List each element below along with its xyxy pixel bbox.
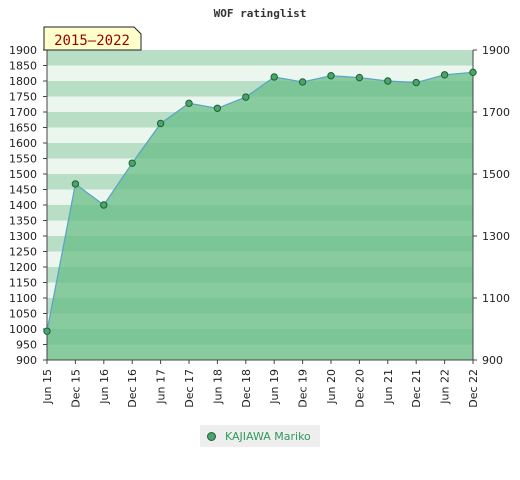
y-tick-label-right: 900 bbox=[482, 354, 503, 367]
background-band bbox=[47, 65, 473, 81]
y-tick-label-left: 1850 bbox=[9, 60, 37, 73]
x-tick-label: Jun 22 bbox=[439, 369, 452, 405]
data-point bbox=[213, 104, 222, 112]
area-stripe bbox=[47, 344, 473, 360]
y-tick-label-left: 1500 bbox=[9, 168, 37, 181]
x-tick-label: Jun 17 bbox=[155, 369, 168, 405]
x-tick-label: Jun 21 bbox=[382, 369, 395, 405]
y-tick-label-left: 1450 bbox=[9, 184, 37, 197]
y-tick-label-left: 1400 bbox=[9, 199, 37, 212]
area-stripe bbox=[47, 251, 473, 267]
x-tick-label: Dec 22 bbox=[467, 369, 480, 408]
x-tick-label: Dec 17 bbox=[183, 369, 196, 408]
y-axis-right: 900 1100 1300 1500 1700 1900 bbox=[472, 44, 510, 367]
x-tick-label: Jun 19 bbox=[268, 369, 281, 405]
x-tick-label: Dec 21 bbox=[410, 369, 423, 408]
data-point bbox=[355, 73, 364, 82]
period-badge: 2015–2022 bbox=[43, 26, 142, 51]
y-tick-label-left: 1200 bbox=[9, 261, 37, 274]
data-point bbox=[412, 78, 420, 87]
y-tick-label-left: 1050 bbox=[9, 308, 37, 321]
data-point bbox=[440, 71, 449, 79]
data-point bbox=[384, 77, 392, 85]
y-tick-label-left: 1300 bbox=[9, 230, 37, 243]
rating-line bbox=[46, 71, 474, 332]
period-badge-text: 2015–2022 bbox=[54, 33, 130, 49]
data-point bbox=[156, 119, 165, 128]
x-tick-label: Jun 18 bbox=[211, 369, 224, 405]
x-tick-label: Jun 16 bbox=[98, 369, 111, 405]
y-tick-label-left: 1800 bbox=[9, 75, 37, 88]
data-point bbox=[128, 159, 136, 167]
x-tick-label: Jun 15 bbox=[41, 369, 54, 405]
y-tick-label-left: 900 bbox=[16, 354, 37, 367]
y-tick-label-left: 1750 bbox=[9, 91, 37, 104]
legend-marker-icon bbox=[207, 431, 216, 441]
data-point bbox=[469, 68, 477, 77]
data-point bbox=[270, 73, 278, 81]
y-tick-label-left: 950 bbox=[16, 339, 37, 352]
x-tick-label: Dec 18 bbox=[240, 369, 253, 408]
y-tick-label-left: 1250 bbox=[9, 246, 37, 259]
data-point bbox=[242, 93, 250, 101]
y-tick-label-right: 1100 bbox=[482, 292, 510, 305]
area-stripe bbox=[47, 158, 473, 174]
x-axis: Jun 15 Dec 15 Jun 16 Dec 16 Jun 17 Dec 17 Jun … bbox=[41, 359, 480, 408]
data-point bbox=[298, 78, 307, 86]
area-stripe bbox=[47, 220, 473, 236]
y-tick-label-right: 1300 bbox=[482, 230, 510, 243]
data-points bbox=[43, 68, 477, 335]
x-tick-label: Dec 20 bbox=[353, 369, 366, 408]
rating-area bbox=[47, 72, 473, 360]
y-tick-label-right: 1500 bbox=[482, 168, 510, 181]
y-axis-left: 900 950 1000 1050 1100 1150 1200 1250 1300 1350 14… bbox=[9, 44, 48, 367]
data-point bbox=[71, 180, 80, 188]
data-point bbox=[43, 327, 51, 335]
y-tick-label-left: 1150 bbox=[9, 277, 37, 290]
data-point bbox=[327, 72, 335, 80]
y-tick-label-left: 1350 bbox=[9, 215, 37, 228]
y-tick-label-left: 1650 bbox=[9, 122, 37, 135]
y-tick-label-left: 1000 bbox=[9, 323, 37, 336]
x-tick-label: Dec 15 bbox=[69, 369, 82, 408]
y-tick-label-left: 1550 bbox=[9, 153, 37, 166]
legend: KAJIAWA Mariko bbox=[200, 425, 320, 447]
y-tick-label-left: 1700 bbox=[9, 106, 37, 119]
y-tick-label-right: 1700 bbox=[482, 106, 510, 119]
data-point bbox=[185, 99, 193, 108]
y-tick-label-left: 1600 bbox=[9, 137, 37, 150]
y-tick-label-right: 1900 bbox=[482, 44, 510, 57]
y-tick-label-left: 1100 bbox=[9, 292, 37, 305]
x-tick-label: Jun 20 bbox=[325, 369, 338, 405]
background-band bbox=[47, 50, 473, 66]
area-stripe bbox=[47, 313, 473, 329]
area-stripe bbox=[47, 282, 473, 298]
legend-label: KAJIAWA Mariko bbox=[225, 429, 311, 443]
x-tick-label: Dec 19 bbox=[297, 369, 310, 408]
chart-title: WOF ratinglist bbox=[214, 7, 307, 20]
data-point bbox=[100, 201, 108, 209]
area-stripe bbox=[47, 189, 473, 205]
x-tick-label: Dec 16 bbox=[126, 369, 139, 408]
y-tick-label-left: 1900 bbox=[9, 44, 37, 57]
